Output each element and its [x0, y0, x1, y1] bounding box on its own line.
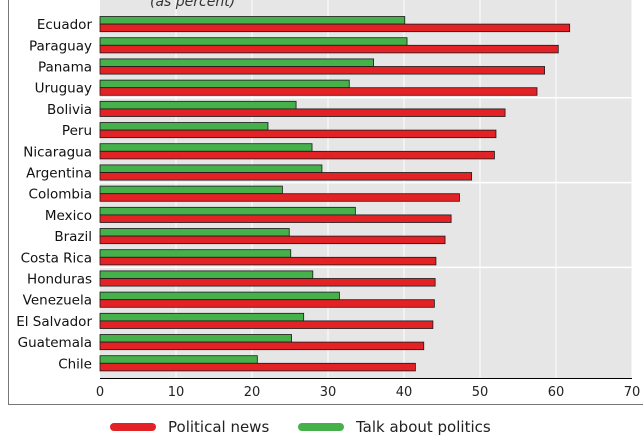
bar-political-news: [99, 129, 497, 139]
category-label: Paraguay: [29, 38, 92, 54]
category-label: El Salvador: [16, 314, 92, 330]
legend: Political news Talk about politics: [0, 415, 643, 439]
category-label: Panama: [38, 60, 92, 76]
legend-swatch-political-news: [110, 423, 156, 431]
category-label: Bolivia: [47, 102, 92, 118]
bar-political-news: [99, 150, 495, 160]
legend-label-talk-about-politics: Talk about politics: [356, 418, 491, 436]
group-separators: [9, 97, 632, 269]
category-label: Mexico: [45, 208, 92, 224]
legend-swatch-talk-about-politics: [298, 423, 344, 431]
category-label: Uruguay: [35, 81, 92, 97]
chart-title-fragment: (as percent): [150, 0, 235, 10]
category-label: Costa Rica: [21, 250, 92, 266]
bar-talk-about-politics: [99, 16, 406, 25]
bar-talk-about-politics: [99, 206, 356, 216]
bar-talk-about-politics: [99, 270, 314, 279]
legend-item-political-news: Political news: [110, 415, 269, 439]
bar-political-news: [99, 278, 436, 287]
x-tick-label: 70: [624, 385, 641, 400]
bar-political-news: [99, 256, 437, 266]
legend-item-talk-about-politics: Talk about politics: [298, 415, 491, 439]
category-label: Brazil: [54, 229, 92, 245]
bar-talk-about-politics: [99, 312, 305, 322]
bars: [99, 16, 571, 372]
bar-talk-about-politics: [99, 228, 290, 237]
x-tick-label: 0: [96, 385, 104, 400]
category-label: Colombia: [29, 187, 92, 203]
category-label: Argentina: [26, 166, 92, 182]
bar-political-news: [99, 44, 559, 54]
bar-political-news: [99, 235, 446, 245]
x-tick-label: 10: [168, 385, 185, 400]
x-tick-label: 20: [244, 385, 261, 400]
bar-political-news: [99, 66, 546, 75]
bar-talk-about-politics: [99, 58, 375, 67]
x-tick-label: 60: [548, 385, 565, 400]
bar-talk-about-politics: [99, 122, 269, 131]
category-label: Honduras: [27, 272, 92, 288]
bar-political-news: [99, 23, 571, 33]
bar-political-news: [99, 341, 425, 351]
bar-political-news: [99, 193, 460, 202]
bar-talk-about-politics: [99, 164, 323, 173]
bar-talk-about-politics: [99, 79, 350, 89]
bar-political-news: [99, 362, 416, 372]
x-tick-label: 40: [396, 385, 413, 400]
legend-label-political-news: Political news: [168, 418, 270, 436]
x-tick-label: 30: [320, 385, 337, 400]
bar-talk-about-politics: [99, 100, 297, 110]
bar-talk-about-politics: [99, 143, 313, 152]
x-tick-labels: 0 10 20 30 40 50 60 70: [96, 385, 640, 400]
bar-political-news: [99, 214, 452, 223]
bar-political-news: [99, 299, 435, 308]
bar-talk-about-politics: [99, 249, 292, 258]
chart: Ecuador Paraguay Panama Uruguay Bolivia Peru N…: [8, 0, 643, 405]
bar-political-news: [99, 87, 538, 96]
bar-political-news: [99, 320, 434, 329]
bar-talk-about-politics: [99, 334, 292, 343]
category-label: Venezuela: [23, 293, 92, 309]
bar-political-news: [99, 172, 473, 181]
bar-political-news: [99, 108, 506, 117]
category-labels: Ecuador Paraguay Panama Uruguay Bolivia Peru N…: [16, 17, 92, 372]
bar-talk-about-politics: [99, 355, 258, 364]
category-label: Nicaragua: [23, 144, 92, 160]
category-label: Guatemala: [18, 335, 92, 351]
category-label: Ecuador: [37, 17, 93, 33]
bar-talk-about-politics: [99, 185, 283, 195]
category-label: Chile: [58, 356, 92, 372]
bar-talk-about-politics: [99, 37, 408, 46]
x-tick-label: 50: [472, 385, 489, 400]
bar-talk-about-politics: [99, 291, 340, 301]
category-label: Peru: [62, 123, 92, 139]
